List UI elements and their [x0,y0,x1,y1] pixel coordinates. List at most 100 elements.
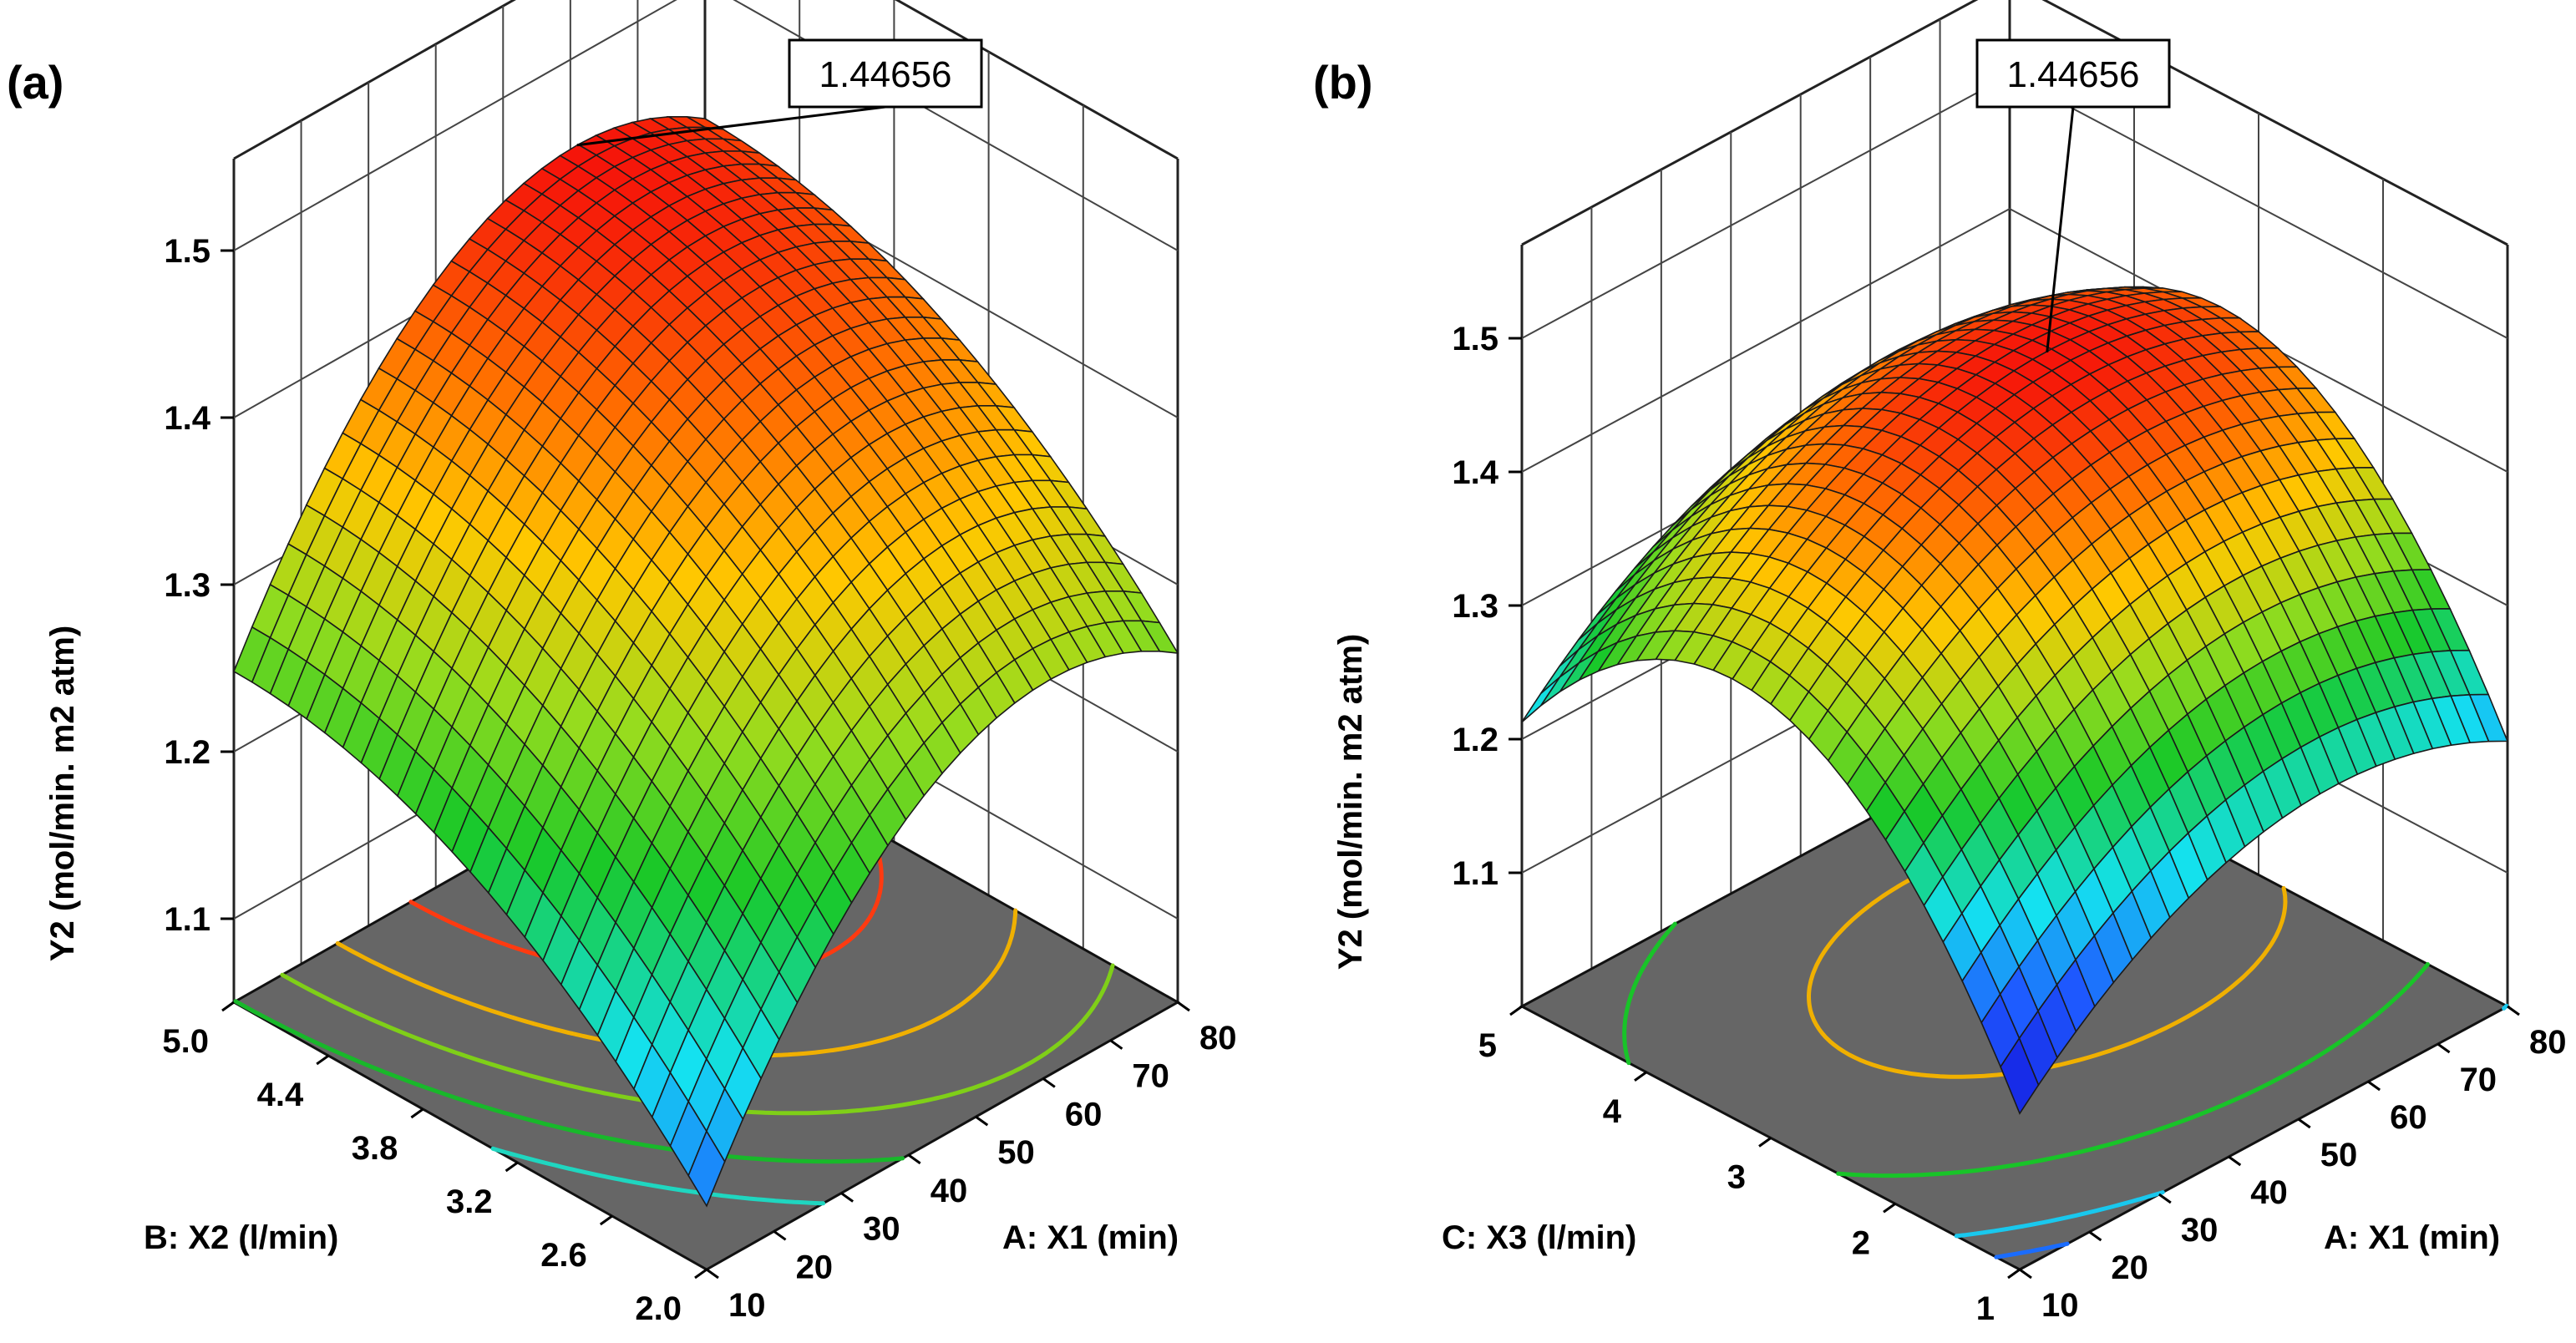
y-tick-mark [2007,1268,2021,1280]
labels-b: 1.1 1.2 1.3 1.4 1.5 10 20 30 40 50 60 70 80 1 2 3 4 5 A: X… [1332,321,2567,1327]
x-axis-title: A: X1 (min) [1002,1219,1179,1256]
callout-a: 1.44656 [576,38,983,147]
x-tick-label: 20 [796,1249,834,1285]
wall-gridline [733,0,1179,251]
x-tick-mark [2507,1005,2520,1016]
y-tick-label: 4.4 [257,1077,304,1113]
x-tick-mark [840,1192,854,1203]
panel-label-a: (a) [7,56,63,109]
z-tick-label: 1.1 [1452,855,1498,892]
x-tick-mark [2297,1117,2311,1129]
chart-b: (b) 1.44656 1.1 1.2 1.3 1.4 1.5 10 20 30 40 50 60 7… [1313,0,2567,1327]
y-tick-label: 5 [1478,1027,1497,1064]
x-tick-label: 70 [1132,1058,1169,1095]
x-axis-title: A: X1 (min) [2324,1219,2500,1256]
x-tick-label: 10 [728,1287,766,1324]
x-tick-mark [706,1268,719,1280]
contour-line-2 [1954,1003,2509,1239]
x-tick-label: 80 [2529,1024,2567,1061]
x-tick-mark [1109,1039,1123,1050]
y-tick-mark [316,1054,330,1066]
x-tick-label: 80 [1199,1020,1237,1057]
x-tick-mark [2228,1155,2242,1167]
max-callout-label: 1.44656 [2006,54,2139,95]
z-tick-label: 1.3 [1452,588,1498,625]
x-tick-label: 40 [2250,1174,2288,1211]
contour-line-3 [1622,743,2430,1178]
y-tick-mark [221,1001,235,1012]
x-tick-label: 40 [931,1173,968,1209]
chart-a: (a) 1.44656 1.1 1.2 1.3 1.4 1.5 10 20 30 40 50 60 7… [7,0,1237,1327]
y-tick-label: 3.8 [352,1130,398,1167]
y-tick-label: 5.0 [162,1023,209,1060]
y-tick-mark [599,1214,613,1226]
x-axis-a: 10 20 30 40 50 60 70 80 [706,1001,1237,1324]
y-tick-label: 4 [1603,1093,1622,1130]
max-callout-leader [576,105,886,147]
wall-gridline [1521,74,2011,339]
x-tick-label: 20 [2111,1249,2148,1286]
x-tick-mark [975,1115,989,1127]
y-tick-label: 3.2 [446,1183,493,1220]
x-axis-b: 10 20 30 40 50 60 70 80 [2019,1005,2567,1324]
y-tick-label: 2.6 [540,1237,587,1274]
x-tick-mark [2437,1042,2451,1054]
y-tick-mark [694,1268,707,1280]
wall-gridline [1521,208,2011,473]
z-axis-title: Y2 (mol/min. m2 atm) [44,626,81,961]
x-tick-mark [773,1230,787,1241]
max-callout-label: 1.44656 [819,54,951,95]
contour-line-0 [490,1146,826,1206]
y-tick-label: 2.0 [635,1290,682,1327]
y-tick-mark [1634,1071,1647,1082]
z-tick-label: 1.4 [164,400,210,437]
x-tick-label: 70 [2460,1062,2497,1098]
x-tick-mark [907,1153,921,1165]
surface-b [1521,286,2509,1115]
z-axis-b: 1.1 1.2 1.3 1.4 1.5 [1452,321,1522,892]
z-tick-label: 1.3 [164,567,210,604]
x-tick-mark [2158,1193,2172,1204]
z-axis-a: 1.1 1.2 1.3 1.4 1.5 [164,233,234,938]
panel-label-b: (b) [1313,56,1373,109]
x-tick-label: 60 [2390,1099,2427,1136]
x-tick-mark [1042,1077,1056,1088]
y-axis-b: 1 2 3 4 5 [1478,1005,2021,1327]
x-tick-label: 60 [1065,1096,1103,1133]
y-axis-title: B: X2 (l/min) [144,1219,338,1256]
x-tick-mark [1177,1001,1190,1012]
surface-cell [2000,1036,2040,1115]
y-tick-mark [505,1161,519,1173]
labels-a: 1.1 1.2 1.3 1.4 1.5 10 20 30 40 50 60 70 80 2.0 2.6 3.2… [44,233,1237,1327]
x-tick-label: 30 [2181,1212,2219,1249]
z-tick-label: 1.2 [1452,722,1498,758]
surface-a [232,115,1179,1208]
y-tick-mark [1509,1005,1523,1016]
y-tick-label: 2 [1852,1224,1870,1261]
surface-plot-b: (b) 1.44656 1.1 1.2 1.3 1.4 1.5 10 20 30 40 50 60 7… [1288,0,2576,1343]
wall-gridline [233,0,677,251]
z-tick-label: 1.2 [164,734,210,771]
max-callout-box [1975,38,2171,109]
left-top-edge [1521,0,1979,246]
y-tick-mark [1758,1137,1772,1148]
y-tick-mark [410,1107,424,1119]
max-callout-leader [2046,106,2075,353]
z-tick-label: 1.1 [164,901,210,938]
contours-a [233,824,1115,1206]
max-callout-box [788,38,983,109]
contours-b [1622,743,2509,1259]
callout-b: 1.44656 [1975,38,2171,353]
z-tick-label: 1.5 [1452,321,1498,357]
x-tick-mark [2019,1268,2032,1280]
x-tick-mark [2367,1080,2381,1092]
surface-cell [687,1129,726,1208]
y-tick-mark [1883,1203,1896,1214]
left-top-edge [233,0,516,160]
x-tick-label: 10 [2041,1287,2079,1324]
right-top-edge [894,0,1179,160]
z-tick-label: 1.4 [1452,454,1498,491]
x-tick-label: 50 [997,1134,1035,1171]
x-tick-label: 30 [863,1211,900,1248]
x-tick-label: 50 [2320,1137,2358,1173]
